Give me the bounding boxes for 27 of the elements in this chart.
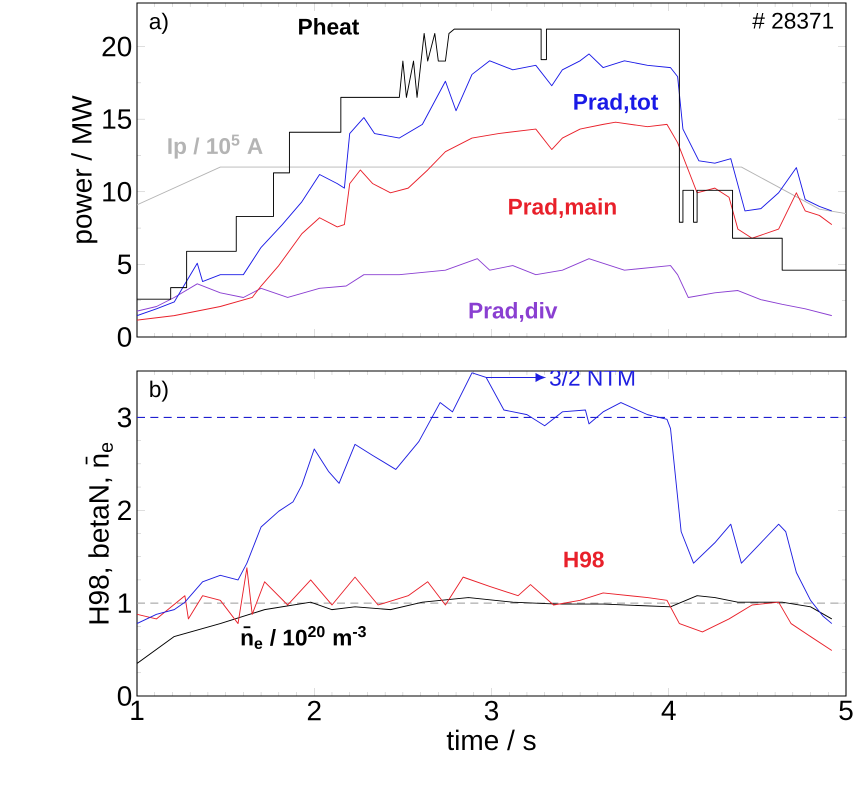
series-label: Prad,div bbox=[470, 302, 558, 322]
text: Pheat bbox=[299, 18, 360, 35]
annotation: # 28371 bbox=[752, 12, 834, 29]
annotation: a) bbox=[150, 12, 168, 34]
y-tick-label: 2 bbox=[118, 500, 131, 520]
x-tick-label: 3 bbox=[484, 700, 498, 721]
text: Prad,main bbox=[509, 198, 616, 218]
x-tick-label: 5 bbox=[839, 700, 853, 720]
y-tick-label: 15 bbox=[103, 109, 132, 129]
x-tick-label: 4 bbox=[662, 700, 676, 720]
x-tick-label: 1 bbox=[131, 700, 144, 720]
series-label: Prad,tot bbox=[574, 93, 658, 114]
x-tick-label: 2 bbox=[308, 700, 321, 720]
y-tick-label: 10 bbox=[103, 182, 132, 202]
series-label: n̄$_{e}$ / 10$^{20}$ m$^{-3}$ bbox=[242, 626, 366, 650]
y-tick-label: 1 bbox=[118, 594, 131, 613]
y-tick-label: 0 bbox=[118, 686, 132, 706]
y-tick-label: 3 bbox=[118, 408, 132, 428]
y-axis-title: power / MW bbox=[71, 95, 98, 243]
y-tick-label: 0 bbox=[118, 327, 132, 347]
x-axis-title: time / s bbox=[446, 730, 536, 750]
y-tick-label: 5 bbox=[118, 254, 132, 274]
annotation: b) bbox=[150, 380, 168, 402]
series-label: H98 bbox=[564, 551, 604, 568]
series-label: Ip / 10$^{5}$ A bbox=[168, 134, 263, 159]
y-axis-title: H98, betaN, n̄$_{e}$ bbox=[86, 442, 113, 624]
y-tick-label: 20 bbox=[102, 36, 132, 56]
